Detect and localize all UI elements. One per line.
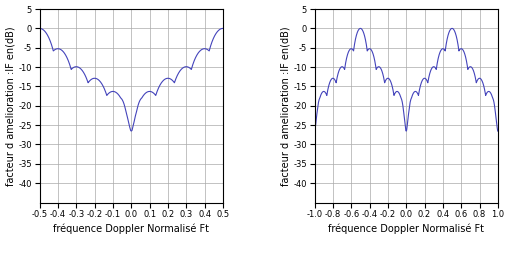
Y-axis label: facteur d amelioration :IF en(dB): facteur d amelioration :IF en(dB) — [280, 26, 290, 185]
X-axis label: fréquence Doppler Normalisé Ft: fréquence Doppler Normalisé Ft — [328, 223, 483, 234]
X-axis label: fréquence Doppler Normalisé Ft: fréquence Doppler Normalisé Ft — [53, 223, 209, 234]
Y-axis label: facteur d amelioration :IF en(dB): facteur d amelioration :IF en(dB) — [6, 26, 16, 185]
